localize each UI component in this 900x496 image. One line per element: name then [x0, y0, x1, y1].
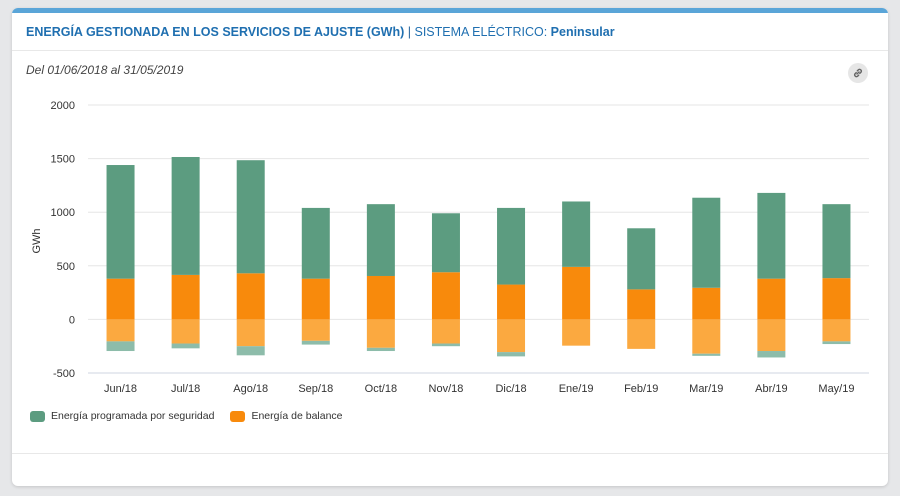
bar-seguridad[interactable]: [171, 156, 200, 275]
bar-balance-negative[interactable]: [822, 319, 851, 342]
bar-seguridad-negative[interactable]: [431, 343, 460, 347]
x-tick-label: Feb/19: [624, 383, 658, 395]
bar-seguridad[interactable]: [627, 228, 656, 290]
legend-label-seguridad: Energía programada por seguridad: [51, 410, 215, 422]
bar-balance-negative[interactable]: [366, 319, 395, 348]
x-tick-label: May/19: [818, 383, 854, 395]
y-axis-ticks: -500 0 500 1000 1500 2000: [51, 100, 75, 380]
system-value: Peninsular: [550, 25, 615, 39]
y-tick-label: 2000: [51, 100, 75, 112]
x-tick-label: Abr/19: [755, 383, 787, 395]
bar-balance[interactable]: [497, 284, 526, 320]
chart-title: ENERGÍA GESTIONADA EN LOS SERVICIOS DE A…: [26, 25, 405, 39]
bar-seguridad[interactable]: [497, 207, 526, 285]
y-tick-label: 1500: [51, 154, 75, 166]
bar-seguridad-negative[interactable]: [692, 353, 721, 356]
bar-seguridad-negative[interactable]: [171, 343, 200, 349]
x-tick-label: Dic/18: [495, 383, 526, 395]
x-tick-label: Jun/18: [104, 383, 137, 395]
date-range: Del 01/06/2018 al 31/05/2019: [26, 63, 184, 77]
bar-balance-negative[interactable]: [106, 319, 135, 342]
legend-item-balance[interactable]: Energía de balance: [230, 410, 343, 422]
grid-lines: [88, 104, 869, 374]
bar-seguridad[interactable]: [301, 207, 330, 279]
bar-seguridad-negative[interactable]: [497, 352, 526, 357]
bar-balance-negative[interactable]: [497, 319, 526, 353]
bar-seguridad[interactable]: [562, 201, 591, 267]
bar-balance[interactable]: [301, 278, 330, 320]
y-tick-label: 0: [69, 314, 75, 326]
header-separator: |: [407, 25, 412, 39]
y-tick-label: 1000: [51, 207, 75, 219]
y-axis-label: GWh: [31, 228, 43, 253]
x-axis-ticks: Jun/18 Jul/18 Ago/18 Sep/18 Oct/18 Nov/18 Dic/…: [88, 372, 869, 395]
bars: [106, 156, 851, 358]
bar-seguridad-negative[interactable]: [366, 347, 395, 352]
x-tick-label: Nov/18: [429, 383, 464, 395]
bar-seguridad[interactable]: [106, 165, 135, 279]
bar-balance-negative[interactable]: [236, 319, 265, 347]
bar-balance-negative[interactable]: [431, 319, 460, 344]
legend-swatch-seguridad: [30, 410, 45, 422]
bar-balance-negative[interactable]: [757, 319, 786, 352]
chart-header: ENERGÍA GESTIONADA EN LOS SERVICIOS DE A…: [26, 25, 615, 39]
bar-seguridad[interactable]: [236, 160, 265, 274]
y-tick-label: 500: [57, 261, 75, 273]
bar-balance[interactable]: [627, 289, 656, 320]
bar-balance[interactable]: [171, 274, 200, 320]
x-tick-label: Ene/19: [559, 383, 594, 395]
legend-swatch-balance: [230, 410, 246, 422]
bar-seguridad-negative[interactable]: [236, 346, 265, 356]
bar-balance[interactable]: [692, 287, 721, 320]
header-divider: [12, 50, 888, 51]
bar-balance[interactable]: [236, 273, 265, 320]
bar-balance[interactable]: [366, 275, 395, 320]
bar-chart: -500 0 500 1000 1500 2000 Jun/18 Jul/18 Ago/18 S…: [31, 100, 869, 395]
system-label: SISTEMA ELÉCTRICO:: [414, 25, 548, 39]
x-tick-label: Mar/19: [689, 383, 723, 395]
bar-seguridad[interactable]: [366, 204, 395, 276]
x-tick-label: Jul/18: [171, 383, 200, 395]
bar-balance[interactable]: [106, 278, 135, 320]
bar-balance-negative[interactable]: [562, 319, 591, 346]
bar-seguridad[interactable]: [757, 192, 786, 279]
link-button[interactable]: [848, 63, 868, 83]
bar-balance-negative[interactable]: [692, 319, 721, 354]
bar-balance[interactable]: [431, 272, 460, 320]
bar-balance-negative[interactable]: [627, 319, 656, 349]
bar-balance-negative[interactable]: [301, 319, 330, 341]
card-top-bar: [12, 8, 888, 13]
bar-seguridad[interactable]: [822, 204, 851, 279]
bar-seguridad[interactable]: [692, 197, 721, 288]
x-tick-label: Ago/18: [233, 383, 268, 395]
legend-item-seguridad[interactable]: Energía programada por seguridad: [30, 410, 214, 422]
bar-seguridad-negative[interactable]: [301, 340, 330, 345]
legend-label-balance: Energía de balance: [251, 410, 343, 422]
bar-balance-negative[interactable]: [171, 319, 200, 344]
footer-divider: [12, 453, 888, 454]
bar-seguridad-negative[interactable]: [822, 341, 851, 345]
chart-legend: Energía programada por seguridad Energía…: [30, 410, 343, 422]
chart-card: ENERGÍA GESTIONADA EN LOS SERVICIOS DE A…: [12, 8, 888, 486]
bar-seguridad-negative[interactable]: [106, 341, 135, 352]
bar-balance[interactable]: [757, 278, 786, 320]
bar-seguridad[interactable]: [431, 213, 460, 273]
link-icon: [854, 68, 862, 78]
x-tick-label: Oct/18: [365, 383, 397, 395]
bar-seguridad-negative[interactable]: [757, 351, 786, 358]
x-tick-label: Sep/18: [298, 383, 333, 395]
bar-balance[interactable]: [562, 266, 591, 320]
bar-balance[interactable]: [822, 278, 851, 320]
y-tick-label: -500: [53, 368, 75, 380]
